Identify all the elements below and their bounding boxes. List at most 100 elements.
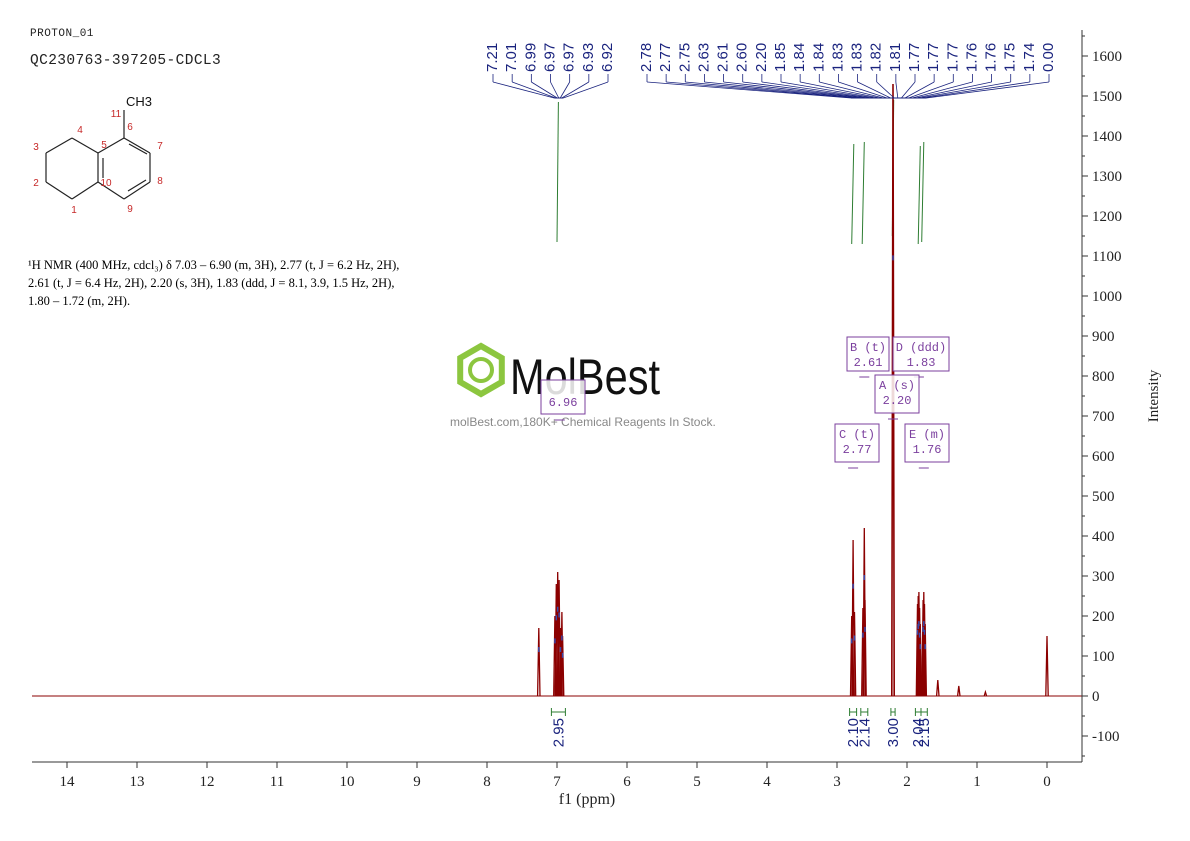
peak-label-leader (926, 81, 1050, 99)
multiplet-boxes: B (t)2.61 D (ddd)1.83 A (s)2.20 C (t)2.77 E … (540, 336, 950, 469)
y-tick-label: 900 (1092, 329, 1115, 345)
x-tick-label: 5 (693, 774, 701, 790)
atom-number: 6 (127, 122, 133, 133)
multiplet-box (846, 336, 890, 372)
peak-label-leader (742, 81, 870, 99)
y-tick-label: 200 (1092, 609, 1115, 625)
peak-label-leader (646, 81, 852, 99)
integral-value: 2.95 (550, 718, 567, 747)
bond (45, 137, 73, 154)
bond (127, 179, 147, 192)
peak-label: 1.85 (772, 43, 789, 72)
peak-label: 1.74 (1021, 43, 1038, 72)
compound-name: QC230763-397205-CDCL3 (30, 53, 222, 69)
x-tick-label: 14 (60, 774, 76, 790)
multiplet-shift: 2.20 (883, 394, 912, 408)
x-tick-label: 4 (763, 774, 771, 790)
x-tick-label: 7 (553, 774, 561, 790)
peak-label: 1.83 (849, 43, 866, 72)
x-tick-label: 10 (340, 774, 355, 790)
peak-label: 1.77 (925, 43, 942, 72)
x-tick-label: 1 (973, 774, 981, 790)
atom-number: 4 (77, 125, 83, 136)
peak-label-leader (563, 81, 609, 99)
multiplet-label: B (t) (850, 341, 886, 355)
peak-label: 1.76 (983, 43, 1000, 72)
peak-label: 1.77 (906, 43, 923, 72)
peak-label: 1.84 (810, 43, 827, 72)
integral-value: 3.00 (885, 718, 902, 747)
x-tick-label: 9 (413, 774, 421, 790)
multiplet-label: E (m) (909, 428, 945, 442)
peak-label-leader (838, 81, 888, 99)
atom-number: 5 (101, 140, 107, 151)
atom-number: 7 (157, 141, 163, 152)
methyl-label: CH3 (126, 94, 152, 109)
multiplet-label: A (s) (879, 379, 915, 393)
integral-value: 2.10 (845, 718, 862, 747)
spectrum-peak (956, 685, 961, 697)
multiplet-box (892, 336, 950, 372)
peak-label: 6.97 (542, 43, 559, 72)
molecule-structure: 1 2 3 4 5 6 7 8 9 10 11 CH3 (33, 94, 163, 216)
bond (123, 137, 151, 154)
peak-label: 2.20 (753, 43, 770, 72)
spectrum-peak (891, 83, 895, 697)
y-tick-label: 800 (1092, 369, 1115, 385)
peak-label: 6.93 (580, 43, 597, 72)
atom-number: 1 (71, 205, 77, 216)
y-tick-label: 600 (1092, 449, 1115, 465)
peak-label: 0.00 (1040, 43, 1057, 72)
peak-label-leader (857, 81, 891, 99)
y-tick-label: 1400 (1092, 129, 1122, 145)
bond (97, 181, 125, 200)
multiplet-label: D (ddd) (896, 341, 946, 355)
multiplet-shift: 1.83 (907, 356, 936, 370)
y-tick-label: 0 (1092, 689, 1100, 705)
atom-number: 9 (127, 204, 133, 215)
integral-curve (921, 141, 925, 243)
y-tick-label: 400 (1092, 529, 1115, 545)
x-tick-label: 12 (200, 774, 215, 790)
sample-id: PROTON_01 (30, 28, 94, 40)
y-tick-label: 1200 (1092, 209, 1122, 225)
bond (71, 137, 99, 154)
spectrum-peak (1045, 635, 1049, 697)
multiplet-box (540, 379, 586, 415)
multiplet-shift: 2.61 (854, 356, 883, 370)
peak-label-leader (561, 81, 590, 99)
atom-number: 11 (111, 109, 122, 120)
spectrum-peak (923, 623, 928, 697)
title-block: PROTON_01 QC230763-397205-CDCL3 (30, 28, 221, 69)
peak-label-leader (761, 81, 873, 99)
peak-label: 6.99 (522, 43, 539, 72)
y-tick-label: -100 (1092, 729, 1120, 745)
spectrum-peak (863, 599, 867, 697)
x-axis-label: f1 (ppm) (559, 791, 615, 808)
nmr-description-line-2: 2.61 (t, J = 6.4 Hz, 2H), 2.20 (s, 3H), … (28, 276, 395, 290)
spectrum-peak (536, 627, 541, 697)
peak-label-leader (559, 81, 571, 99)
peak-label: 1.83 (829, 43, 846, 72)
y-tick-label: 1000 (1092, 289, 1122, 305)
y-tick-label: 500 (1092, 489, 1115, 505)
integral-curve (556, 101, 559, 243)
peak-label-leader (912, 81, 973, 99)
watermark-logo-icon (457, 342, 505, 398)
peak-label-leader (685, 81, 859, 99)
bond (123, 181, 151, 200)
integral-value: 2.14 (856, 718, 873, 747)
integral-value: 2.15 (916, 718, 933, 747)
x-tick-label: 8 (483, 774, 491, 790)
watermark-tagline: molBest.com,180K+ Chemical Reagents In S… (450, 415, 716, 429)
y-tick-label: 1500 (1092, 89, 1122, 105)
x-tick-label: 3 (833, 774, 841, 790)
atom-number: 3 (33, 142, 39, 153)
bond (71, 181, 99, 200)
peak-label-leader (512, 81, 556, 99)
peak-label: 2.63 (695, 43, 712, 72)
peak-label-leader (901, 81, 916, 99)
peak-label: 6.97 (561, 43, 578, 72)
multiplet-box (874, 374, 920, 414)
